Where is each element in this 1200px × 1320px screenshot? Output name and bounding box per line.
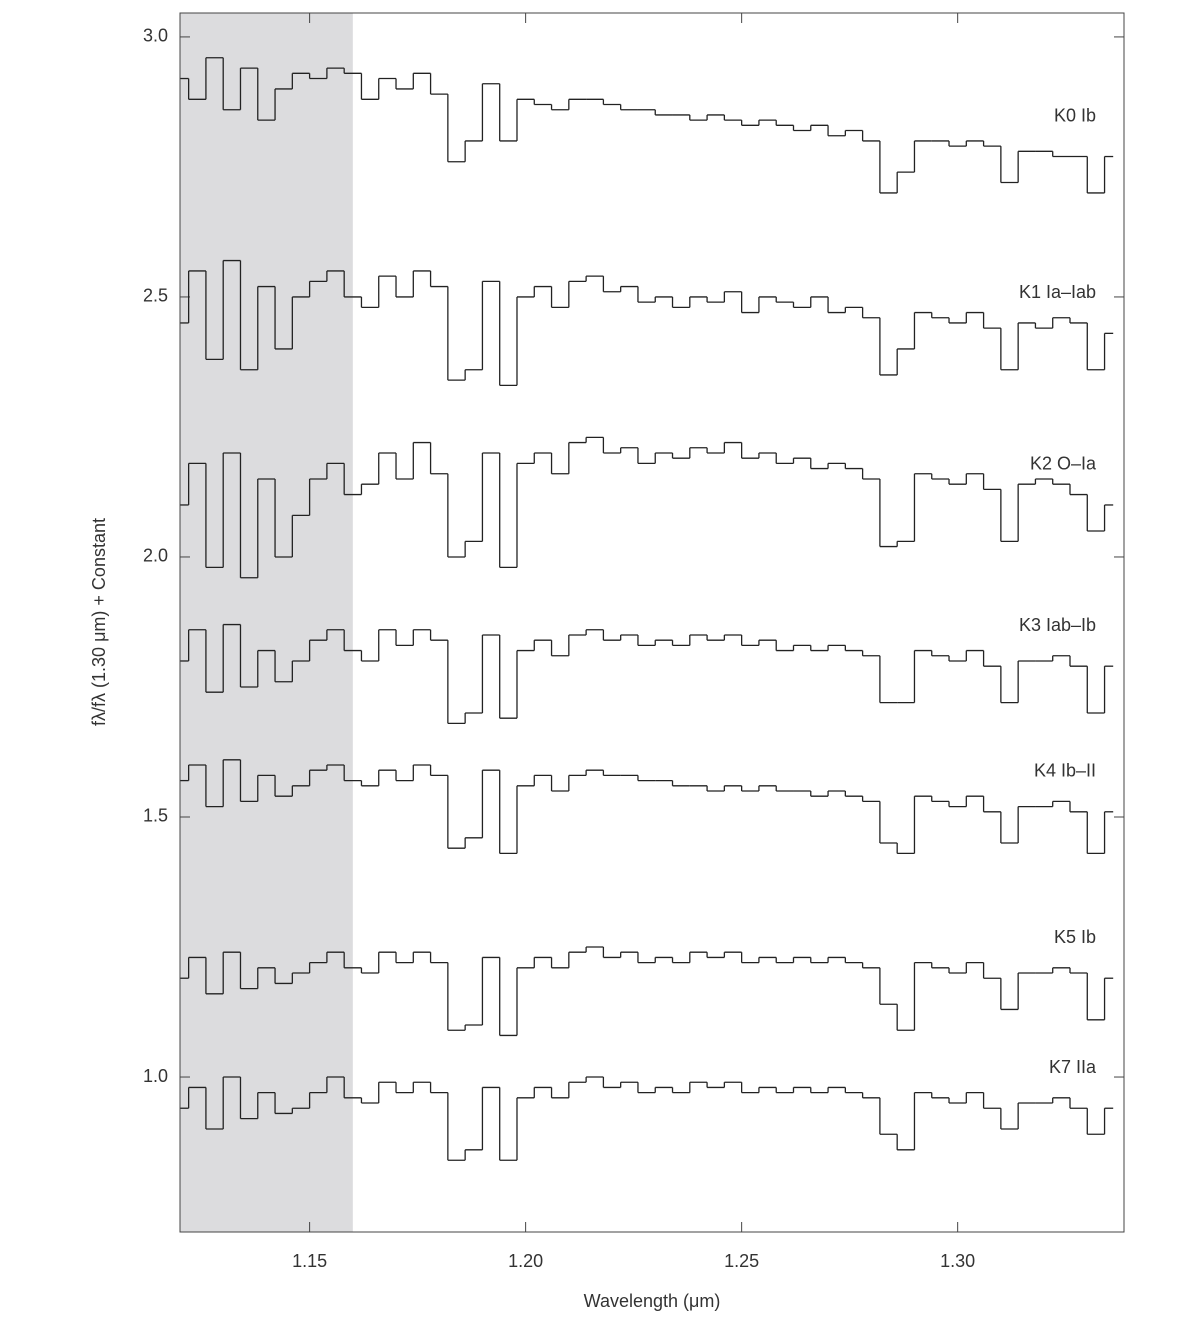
series-label: K2 O–Ia: [1030, 454, 1097, 474]
series-label: K3 Iab–Ib: [1019, 615, 1096, 635]
shaded-region: [180, 13, 353, 1232]
y-tick-label: 2.5: [143, 286, 168, 306]
y-tick-label: 1.0: [143, 1066, 168, 1086]
x-axis-title: Wavelength (μm): [584, 1291, 721, 1311]
y-axis-title: fλ/fλ (1.30 μm) + Constant: [89, 518, 109, 726]
series-label: K4 Ib–II: [1034, 761, 1096, 781]
x-tick-label: 1.20: [508, 1251, 543, 1271]
series-label: K5 Ib: [1054, 927, 1096, 947]
x-tick-label: 1.15: [292, 1251, 327, 1271]
y-tick-label: 2.0: [143, 546, 168, 566]
y-tick-label: 1.5: [143, 806, 168, 826]
x-tick-label: 1.25: [724, 1251, 759, 1271]
plot-frame: [179, 12, 1125, 1233]
series-label: K1 Ia–Iab: [1019, 282, 1096, 302]
y-tick-label: 3.0: [143, 26, 168, 46]
x-tick-label: 1.30: [940, 1251, 975, 1271]
series-label: K0 Ib: [1054, 105, 1096, 125]
series-label: K7 IIa: [1049, 1057, 1097, 1077]
